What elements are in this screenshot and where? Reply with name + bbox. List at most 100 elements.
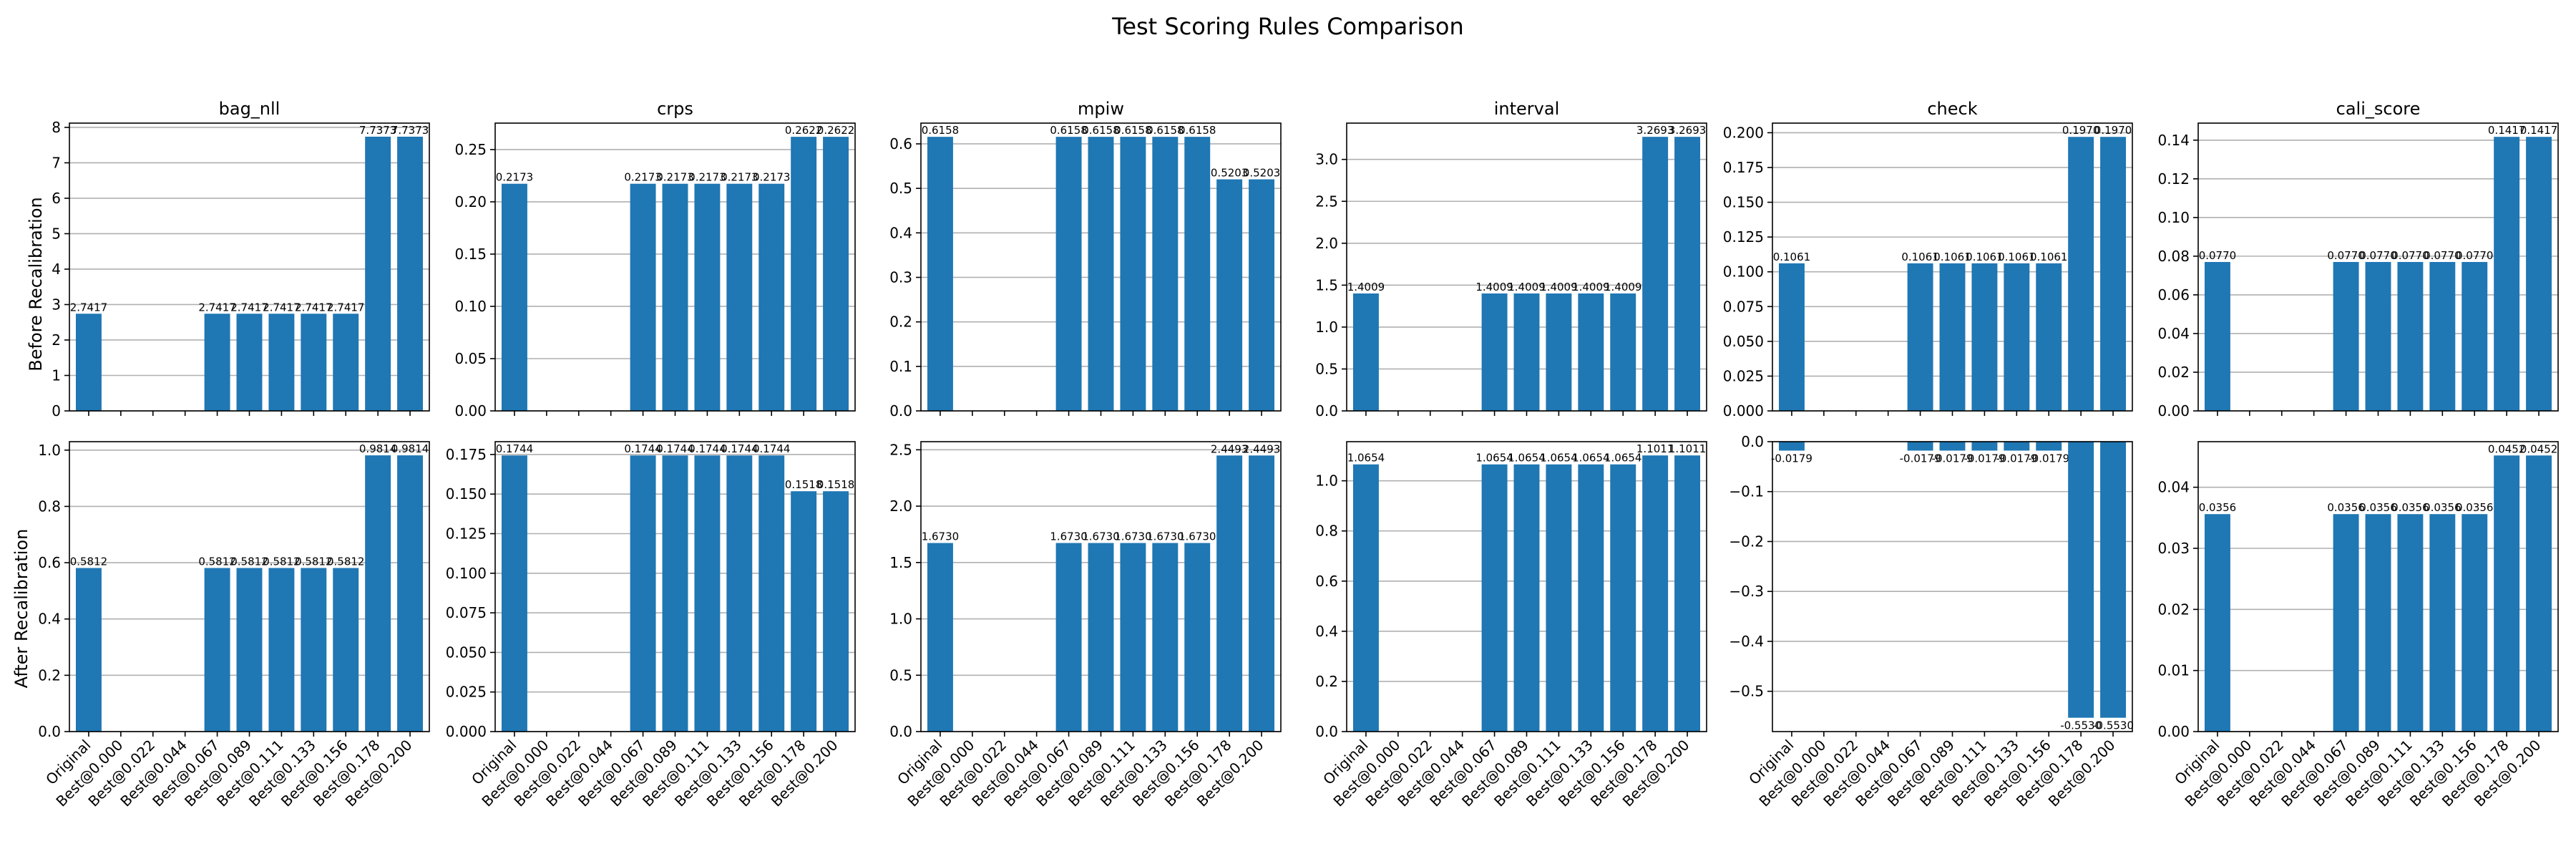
- bar-Best@0.133: [2004, 263, 2029, 411]
- y-tick-label: 1.5: [1315, 276, 1338, 293]
- bar-Best@0.111: [268, 314, 294, 411]
- bar-Best@0.178: [1216, 180, 1242, 411]
- figure-title: Test Scoring Rules Comparison: [1111, 13, 1464, 40]
- y-tick-label: 0.5: [1315, 360, 1338, 377]
- data-label: 0.1061: [2030, 251, 2068, 263]
- y-tick-label: 0.0: [1741, 433, 1764, 450]
- y-tick-label: 0.5: [889, 180, 912, 197]
- y-tick-label: 0.150: [446, 485, 487, 503]
- bar-Best@0.111: [1971, 263, 1997, 411]
- y-tick-label: 3.0: [1315, 151, 1338, 168]
- y-tick-label: 0.02: [2157, 601, 2190, 618]
- data-label: -0.0179: [2028, 452, 2069, 465]
- bar-Best@0.200: [2100, 442, 2126, 718]
- y-tick-label: 0.12: [2157, 170, 2190, 188]
- y-tick-label: 0.3: [889, 268, 912, 286]
- data-label: 3.2693: [1669, 124, 1707, 137]
- data-label: 0.1061: [1773, 251, 1811, 263]
- y-tick-label: 0.02: [2157, 364, 2190, 381]
- y-tick-label: 0.8: [1315, 523, 1338, 540]
- bar-Best@0.200: [1674, 137, 1700, 411]
- bar-Best@0.067: [1908, 263, 1933, 411]
- data-label: 0.9814: [391, 442, 429, 455]
- bar-Best@0.089: [663, 455, 688, 732]
- bar-Best@0.089: [2366, 262, 2391, 411]
- subplot-title: bag_nll: [219, 99, 280, 119]
- y-tick-label: 1: [52, 367, 61, 384]
- y-tick-label: 0.4: [38, 611, 61, 628]
- bar-Best@0.133: [726, 455, 752, 732]
- y-tick-label: 2: [52, 331, 61, 349]
- y-tick-label: 0.06: [2157, 286, 2190, 304]
- y-tick-label: 2.0: [889, 498, 912, 515]
- bar-Best@0.200: [1249, 180, 1274, 411]
- y-tick-label: 0.00: [454, 402, 487, 419]
- data-label: 7.7373: [391, 124, 429, 137]
- data-label: 0.2173: [496, 171, 534, 184]
- y-tick-label: 0.0: [889, 402, 912, 419]
- bar-Best@0.133: [1578, 293, 1604, 411]
- y-tick-label: 0.04: [2157, 325, 2190, 342]
- y-tick-label: 8: [52, 119, 61, 136]
- y-tick-label: 0.050: [1723, 333, 1764, 350]
- bar-Best@0.156: [2462, 514, 2487, 732]
- bar-Original: [2205, 262, 2230, 411]
- y-tick-label: 0.25: [454, 141, 487, 158]
- bar-Best@0.089: [1514, 293, 1540, 411]
- bar-Best@0.200: [1249, 455, 1274, 732]
- y-tick-label: 7: [52, 154, 61, 171]
- data-label: 0.5812: [70, 555, 108, 568]
- y-tick-label: 0.150: [1723, 194, 1764, 211]
- bar-Best@0.178: [1642, 455, 1668, 732]
- y-tick-label: 0.200: [1723, 124, 1764, 141]
- y-tick-label: 0.10: [2157, 209, 2190, 226]
- y-tick-label: −0.1: [1729, 483, 1764, 500]
- data-label: -0.0179: [1771, 452, 1813, 465]
- bar-Best@0.133: [726, 184, 752, 411]
- y-tick-label: 0.00: [2157, 723, 2190, 740]
- data-label: 0.0356: [2456, 501, 2494, 514]
- row-label-before: Before Recalibration: [26, 197, 46, 371]
- bar-Best@0.089: [1940, 263, 1966, 411]
- bar-Best@0.178: [2494, 455, 2519, 732]
- y-tick-label: 0.6: [38, 554, 61, 571]
- data-label: 0.6158: [1179, 124, 1216, 137]
- data-label: 0.2173: [753, 171, 791, 184]
- y-tick-label: 1.5: [889, 554, 912, 571]
- bar-Best@0.111: [1546, 465, 1571, 732]
- y-tick-label: 0.175: [1723, 159, 1764, 176]
- bar-Best@0.111: [1546, 293, 1571, 411]
- y-tick-label: 0.05: [454, 350, 487, 367]
- bar-Best@0.111: [1971, 442, 1997, 450]
- bar-Best@0.178: [2068, 442, 2094, 718]
- bar-Original: [1779, 263, 1805, 411]
- data-label: 0.1417: [2520, 124, 2558, 137]
- bar-Best@0.156: [333, 314, 358, 411]
- bar-Best@0.067: [1056, 137, 1082, 411]
- bar-Best@0.133: [1152, 543, 1178, 732]
- y-tick-label: 0.1: [889, 358, 912, 375]
- y-tick-label: 0.025: [446, 684, 487, 701]
- bar-Best@0.178: [2068, 137, 2094, 411]
- data-label: -0.5530: [2092, 719, 2134, 732]
- y-tick-label: 0.00: [2157, 402, 2190, 419]
- y-tick-label: −0.4: [1729, 633, 1764, 650]
- bar-Best@0.156: [2036, 442, 2062, 450]
- data-label: 0.1970: [2094, 124, 2132, 137]
- bar-Original: [76, 314, 102, 411]
- bar-Best@0.156: [1610, 465, 1636, 732]
- bar-Best@0.089: [663, 184, 688, 411]
- bar-Best@0.067: [205, 568, 230, 732]
- bar-Best@0.200: [397, 455, 423, 732]
- bar-Best@0.156: [2036, 263, 2062, 411]
- bar-Best@0.089: [1088, 543, 1114, 732]
- y-tick-label: 4: [52, 261, 61, 278]
- y-tick-label: 0.100: [1723, 263, 1764, 281]
- y-tick-label: 0.8: [38, 498, 61, 515]
- y-tick-label: 0.175: [446, 446, 487, 463]
- y-tick-label: 0.125: [1723, 228, 1764, 246]
- data-label: 1.4009: [1347, 281, 1385, 293]
- subplot-title: interval: [1494, 99, 1560, 119]
- data-label: 0.1744: [753, 442, 791, 455]
